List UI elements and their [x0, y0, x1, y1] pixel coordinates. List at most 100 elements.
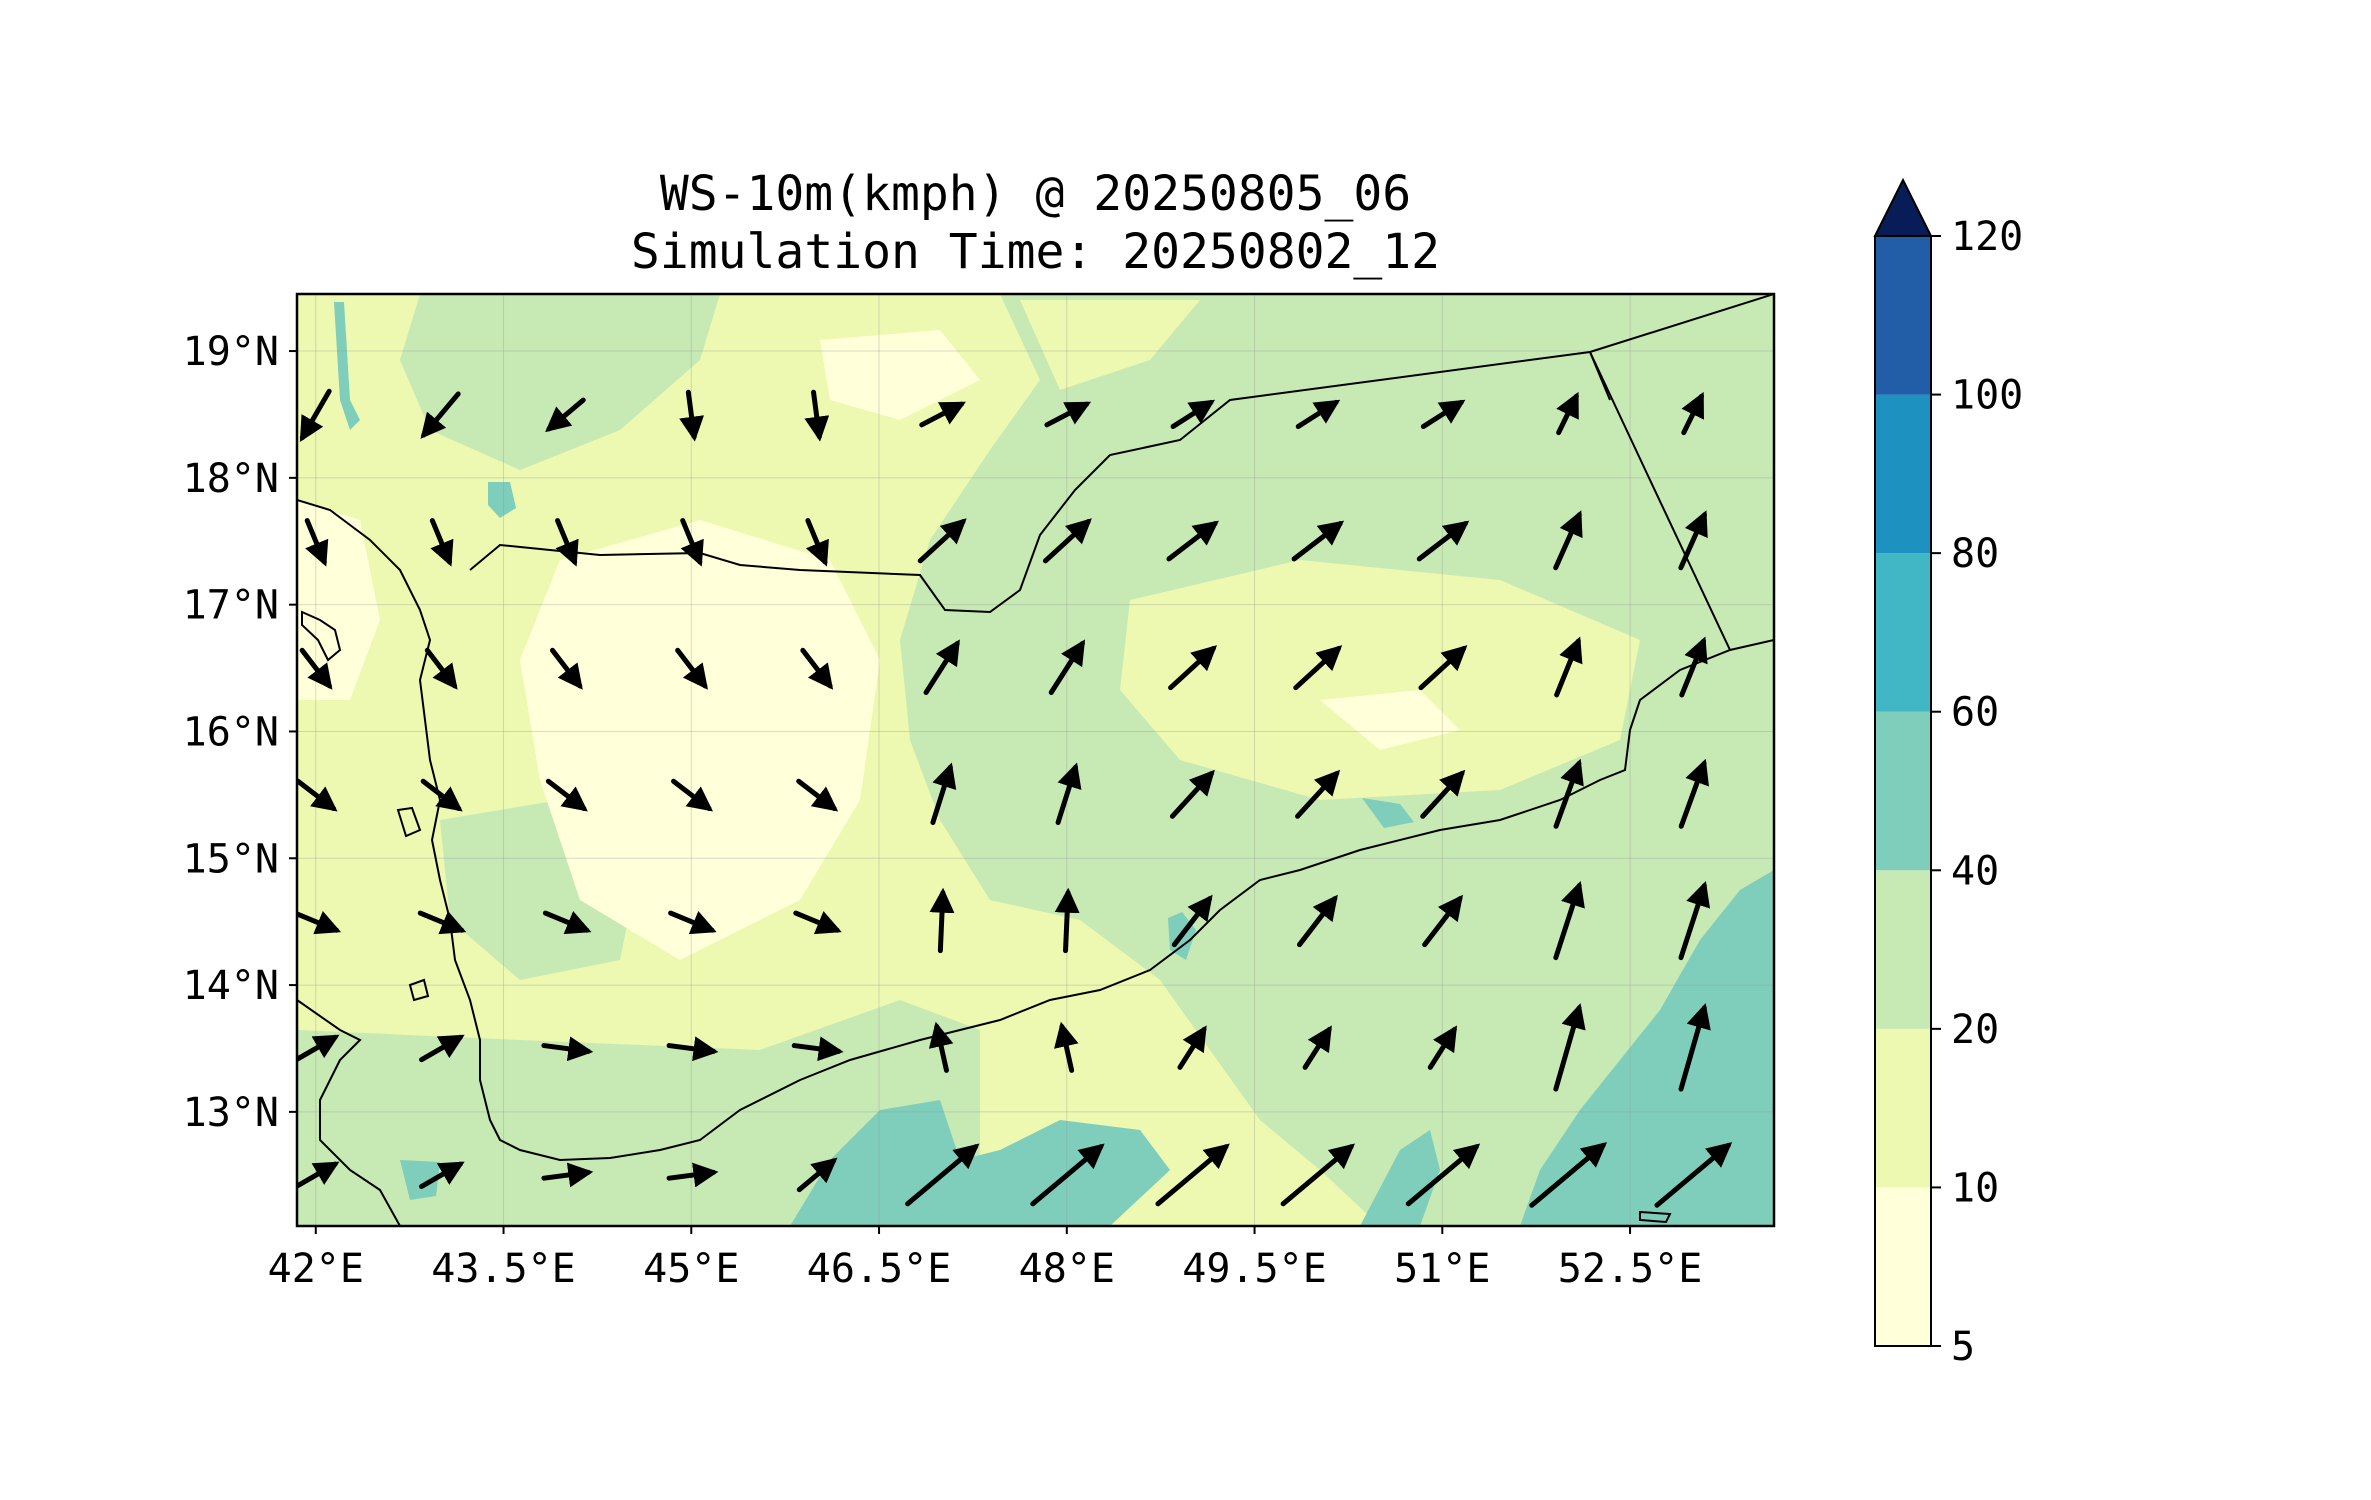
colorbar-tick-label: 80 [1951, 531, 1999, 577]
wind-vector [1553, 758, 1584, 829]
wind-vector [420, 778, 463, 812]
lon-tick-label: 49.5°E [1182, 1246, 1327, 1292]
wind-vector [1529, 1142, 1607, 1208]
wind-vector [791, 1036, 844, 1062]
longitude-axis: 42°E 43.5°E 45°E 46.5°E 48°E 49.5°E 51°E 52.5°E [268, 1226, 1702, 1292]
wind-vector [419, 1161, 465, 1189]
map-title-line-1: WS-10m(kmph) @ 20250805_06 [659, 166, 1412, 222]
colorbar-segment [1875, 236, 1931, 395]
wind-vector [297, 911, 342, 935]
wind-vector [304, 518, 329, 567]
wind-vector [1678, 1003, 1711, 1092]
field-band-40-60 [488, 482, 516, 518]
wind-vector [1302, 1025, 1332, 1070]
island [1639, 1210, 1672, 1224]
coastline-and-borders [297, 294, 1774, 1226]
wind-vector [1420, 399, 1466, 429]
coastline [297, 499, 1774, 1162]
field-band-40-60 [1360, 1130, 1440, 1226]
wind-vector [1654, 1142, 1733, 1208]
field-band-40-60 [334, 302, 360, 430]
wind-vector [666, 1036, 719, 1062]
wind-vector [668, 910, 717, 935]
wind-vector [299, 388, 332, 443]
wind-vector [929, 887, 955, 954]
colorbar-segment [1875, 870, 1931, 1029]
wind-vector [800, 647, 834, 690]
wind-vector [1681, 391, 1704, 436]
field-band-5-10 [520, 520, 880, 960]
wind-vector [419, 1034, 465, 1063]
wind-vector [805, 518, 829, 567]
wind-vector [549, 647, 583, 690]
colorbar-tick-label: 100 [1951, 373, 2023, 419]
colorbar-tick-label: 10 [1951, 1165, 1999, 1211]
lat-tick-label: 13°N [183, 1090, 279, 1136]
colorbar-tick-label: 60 [1951, 690, 1999, 736]
lat-tick-label: 18°N [183, 456, 279, 502]
lon-tick-label: 43.5°E [431, 1246, 576, 1292]
wind-vector [417, 910, 467, 935]
wind-vector [1416, 520, 1470, 562]
wind-vector [930, 762, 957, 826]
lat-tick-label: 15°N [183, 836, 279, 882]
wind-vector [1171, 894, 1213, 948]
wind-vector [666, 1162, 719, 1188]
colorbar-frame [1874, 235, 1932, 1347]
wind-vector [1177, 1025, 1207, 1070]
wind-vector [1054, 887, 1080, 954]
wind-vector [796, 778, 839, 812]
wind-vector [917, 518, 967, 564]
wind-vector [1291, 520, 1345, 562]
field-band-40-60 [1362, 798, 1414, 828]
field-band-20-40 [297, 1000, 980, 1226]
wind-vector [1678, 758, 1709, 829]
wind-vector [1166, 520, 1219, 562]
field-band-40-60 [1520, 870, 1774, 1226]
field-band-10-20 [1120, 560, 1640, 800]
wind-vector [1556, 391, 1579, 436]
island [408, 978, 430, 1002]
wind-vector [905, 1143, 980, 1207]
lon-tick-label: 46.5°E [807, 1246, 952, 1292]
wind-vectors [297, 388, 1733, 1208]
colorbar-tick-label: 5 [1951, 1324, 1975, 1370]
lon-tick-label: 45°E [643, 1246, 739, 1292]
field-band-20-40 [400, 294, 720, 470]
wind-vector [1678, 510, 1708, 571]
colorbar-extend-triangle [1873, 177, 1933, 237]
wind-vector [299, 647, 333, 690]
colorbar-tick-label: 120 [1951, 214, 2023, 260]
wind-vector [1030, 1143, 1105, 1207]
lon-tick-label: 48°E [1019, 1246, 1115, 1292]
coastline [297, 999, 401, 1226]
lat-tick-label: 16°N [183, 709, 279, 755]
wind-speed-field [297, 294, 1774, 1226]
colorbar-segment [1875, 1028, 1931, 1188]
wind-vector [1042, 518, 1092, 564]
wind-vector [923, 639, 960, 696]
lat-tick-label: 19°N [183, 329, 279, 375]
map-frame [295, 292, 1776, 1228]
island [396, 806, 422, 838]
latitude-axis: 13°N 14°N 15°N 16°N 17°N 18°N 19°N [183, 329, 297, 1136]
colorbar-tick-label: 40 [1951, 848, 1999, 894]
wind-vector [1553, 880, 1585, 961]
wind-vector [680, 518, 704, 567]
wind-vector [542, 910, 592, 935]
wind-vector [1054, 1021, 1079, 1073]
wind-vector [793, 910, 842, 935]
wind-vector [555, 518, 579, 567]
wind-vector [545, 397, 586, 433]
colorbar-segment [1875, 1187, 1931, 1346]
lat-tick-label: 14°N [183, 963, 279, 1009]
wind-vector [1280, 1143, 1355, 1207]
wind-vector [796, 1157, 838, 1193]
wind-vector [297, 778, 338, 812]
wind-vector [1155, 1143, 1230, 1207]
wind-vector [1044, 401, 1092, 428]
wind-vector [1422, 894, 1463, 948]
wind-vector [1048, 639, 1086, 696]
